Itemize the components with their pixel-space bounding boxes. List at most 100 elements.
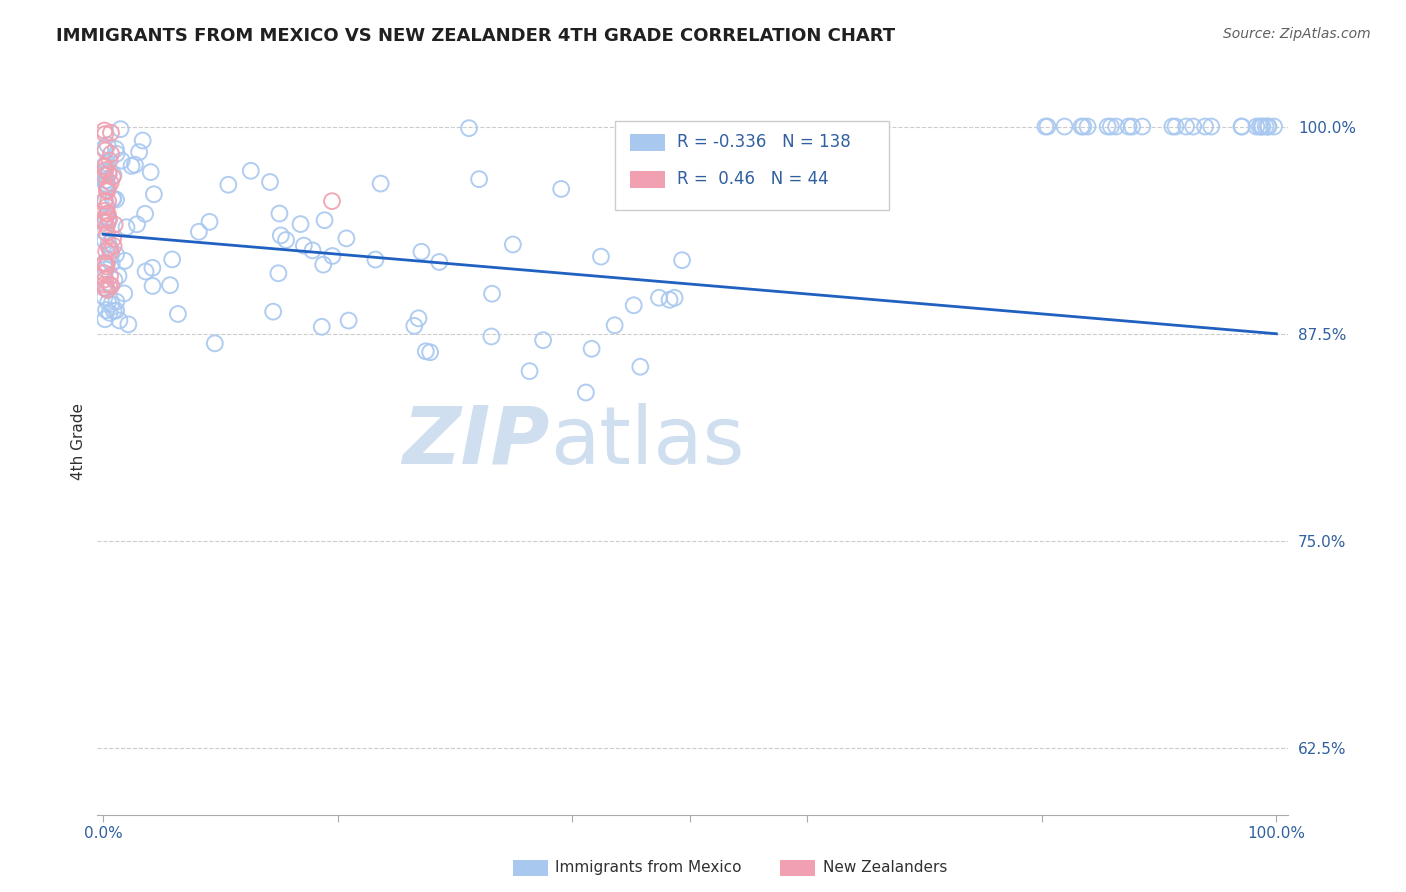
Point: [101, 169, 124, 184]
Point: [1246, 120, 1268, 134]
Point: [98, 153, 121, 168]
Point: [427, 255, 450, 269]
Point: [105, 294, 128, 309]
Point: [125, 217, 148, 231]
Point: [94, 127, 117, 141]
Point: [96, 156, 118, 170]
Point: [419, 345, 441, 359]
Point: [274, 233, 297, 247]
Point: [1077, 120, 1099, 134]
Point: [1230, 120, 1253, 134]
Point: [1161, 120, 1184, 134]
Point: [103, 273, 125, 287]
Point: [98, 306, 121, 320]
Point: [93, 290, 115, 304]
FancyBboxPatch shape: [616, 120, 889, 211]
Point: [671, 253, 693, 268]
Point: [550, 182, 572, 196]
Point: [1053, 120, 1076, 134]
Point: [1254, 120, 1277, 134]
Point: [104, 142, 127, 156]
Point: [408, 311, 430, 326]
Point: [97, 180, 120, 194]
Point: [370, 177, 392, 191]
Point: [1099, 120, 1122, 134]
Point: [411, 244, 433, 259]
Point: [1121, 120, 1143, 134]
Point: [110, 122, 132, 136]
Point: [100, 247, 122, 261]
Point: [94, 173, 117, 187]
Point: [1105, 120, 1128, 134]
Point: [589, 250, 612, 264]
Point: [311, 319, 333, 334]
Point: [105, 303, 128, 318]
Point: [479, 329, 502, 343]
Point: [105, 247, 128, 261]
Point: [121, 159, 143, 173]
Point: [259, 175, 281, 189]
Point: [93, 169, 115, 183]
Point: [103, 239, 125, 253]
Point: [135, 264, 157, 278]
Point: [337, 313, 360, 327]
Point: [603, 318, 626, 333]
Point: [94, 144, 117, 158]
Point: [648, 291, 671, 305]
Point: [93, 203, 115, 218]
Point: [96, 283, 118, 297]
Point: [1257, 120, 1279, 134]
Point: [94, 272, 117, 286]
Point: [101, 257, 124, 271]
Point: [93, 257, 115, 271]
Point: [96, 184, 118, 198]
Point: [1070, 120, 1092, 134]
Point: [93, 167, 115, 181]
Point: [105, 193, 128, 207]
Point: [93, 216, 115, 230]
Point: [104, 218, 127, 232]
Point: [1130, 120, 1153, 134]
Point: [117, 318, 139, 332]
Point: [1257, 120, 1279, 134]
Point: [217, 178, 239, 192]
Point: [93, 225, 115, 239]
Point: [312, 258, 335, 272]
Point: [468, 172, 491, 186]
Point: [93, 256, 115, 270]
Point: [139, 165, 162, 179]
Point: [100, 126, 122, 140]
Point: [94, 194, 117, 209]
Point: [187, 225, 209, 239]
Point: [1182, 120, 1205, 134]
Point: [142, 187, 165, 202]
Point: [1175, 120, 1198, 134]
Point: [204, 336, 226, 351]
Y-axis label: 4th Grade: 4th Grade: [72, 403, 86, 480]
Point: [1249, 120, 1271, 134]
Point: [97, 194, 120, 209]
Point: [93, 266, 115, 280]
Point: [93, 141, 115, 155]
Point: [1164, 120, 1187, 134]
Text: R =  0.46   N = 44: R = 0.46 N = 44: [678, 170, 830, 188]
Point: [96, 207, 118, 221]
Point: [97, 165, 120, 179]
Point: [97, 212, 120, 227]
Point: [93, 165, 115, 179]
Point: [112, 286, 135, 301]
Point: [502, 237, 524, 252]
Point: [97, 240, 120, 254]
Text: IMMIGRANTS FROM MEXICO VS NEW ZEALANDER 4TH GRADE CORRELATION CHART: IMMIGRANTS FROM MEXICO VS NEW ZEALANDER …: [56, 27, 896, 45]
Point: [415, 344, 437, 359]
Point: [141, 279, 163, 293]
Point: [167, 307, 190, 321]
Point: [321, 194, 343, 208]
Point: [93, 194, 115, 208]
Point: [364, 252, 387, 267]
Text: R = -0.336   N = 138: R = -0.336 N = 138: [678, 133, 851, 151]
Point: [1230, 120, 1253, 134]
Point: [100, 297, 122, 311]
Point: [98, 241, 121, 255]
Point: [96, 219, 118, 234]
